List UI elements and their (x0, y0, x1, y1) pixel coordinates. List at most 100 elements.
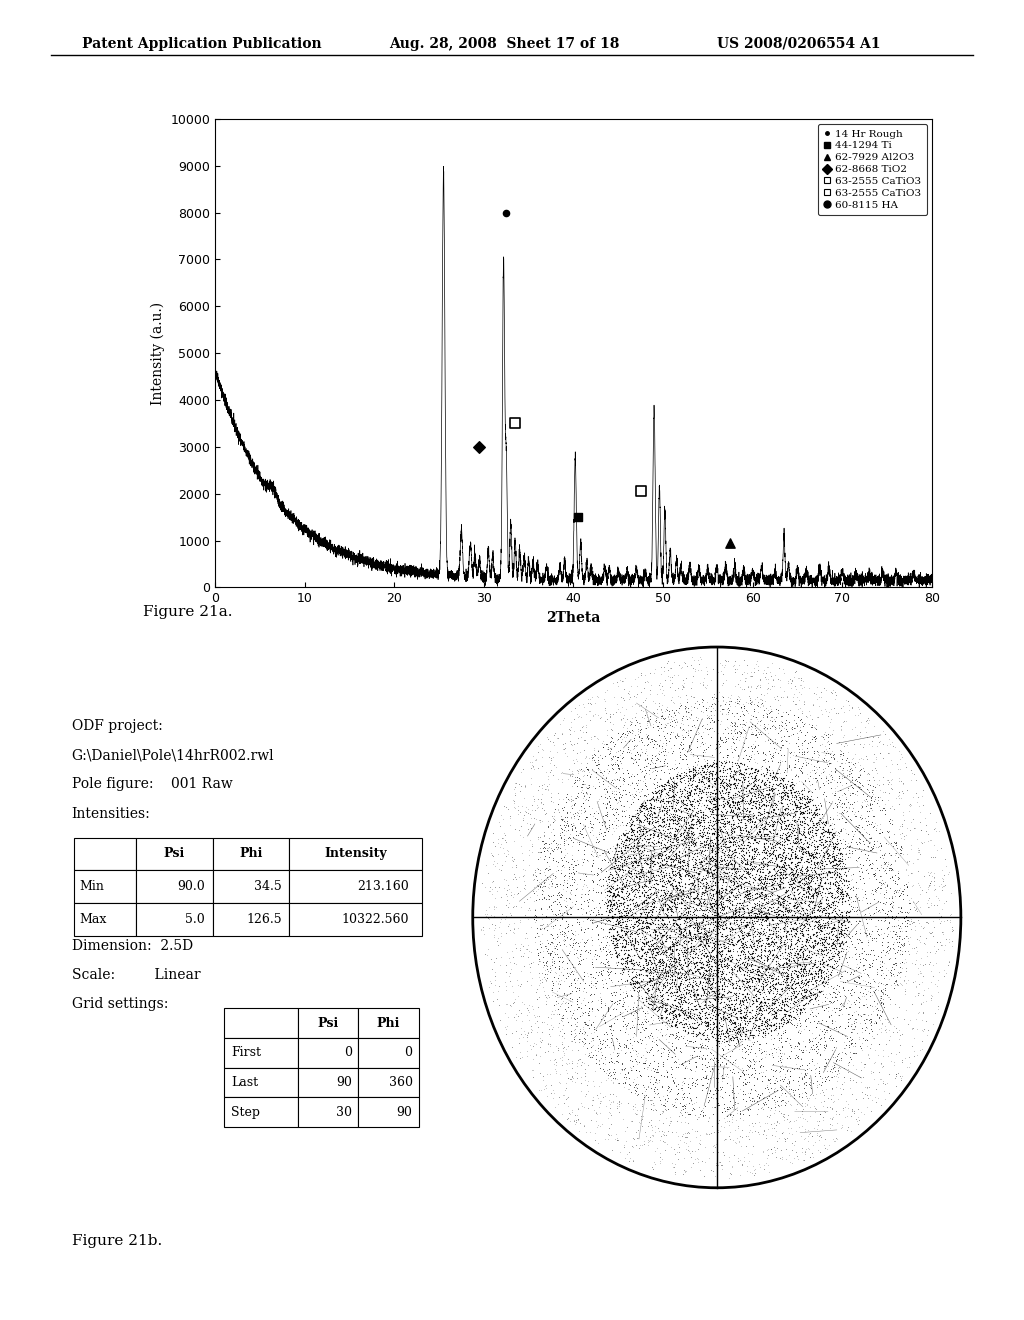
Point (934, 879, 950, 900)
Point (796, 1019, 812, 1040)
Text: ODF project:: ODF project: (72, 719, 163, 734)
Point (711, 837, 727, 858)
Point (756, 825, 772, 846)
Point (643, 1125, 659, 1146)
Point (595, 737, 611, 758)
Point (725, 1094, 741, 1115)
Point (635, 1019, 651, 1040)
Point (608, 942, 625, 964)
Point (831, 850, 848, 871)
Point (815, 816, 831, 837)
Point (763, 665, 779, 686)
Point (657, 788, 674, 809)
Point (681, 916, 697, 937)
Point (628, 772, 644, 793)
Point (794, 1001, 810, 1022)
Point (550, 998, 566, 1019)
Point (639, 983, 655, 1005)
Point (754, 1001, 770, 1022)
Point (629, 1031, 645, 1052)
Point (642, 803, 658, 824)
Point (589, 970, 605, 991)
Point (918, 928, 934, 949)
Point (556, 890, 572, 911)
Point (640, 853, 656, 874)
Point (816, 775, 833, 796)
Point (637, 1047, 653, 1068)
Point (624, 805, 640, 826)
Point (541, 895, 557, 916)
Point (848, 923, 864, 944)
Point (727, 818, 743, 840)
Point (799, 917, 815, 939)
Point (686, 859, 702, 880)
Point (638, 957, 654, 978)
Point (670, 1022, 686, 1043)
Point (542, 944, 558, 965)
Point (823, 777, 840, 799)
Point (540, 884, 556, 906)
Point (717, 871, 733, 892)
Point (487, 896, 504, 917)
Point (715, 813, 731, 834)
Point (639, 744, 655, 766)
Point (626, 862, 642, 883)
Point (752, 722, 768, 743)
Point (800, 752, 816, 774)
Point (733, 1007, 750, 1028)
Point (591, 892, 607, 913)
Point (750, 783, 766, 804)
Point (652, 756, 669, 777)
Point (733, 722, 750, 743)
Point (736, 768, 753, 789)
Point (724, 805, 740, 826)
Point (871, 833, 888, 854)
Point (716, 805, 732, 826)
Point (566, 767, 583, 788)
Point (717, 1023, 733, 1044)
Point (652, 808, 669, 829)
Point (799, 937, 815, 958)
Point (881, 1064, 897, 1085)
Point (882, 812, 898, 833)
Point (748, 779, 764, 800)
Point (723, 928, 739, 949)
Point (696, 890, 713, 911)
Point (698, 862, 715, 883)
Point (713, 853, 729, 874)
Point (776, 781, 793, 803)
Point (803, 826, 819, 847)
Point (807, 830, 823, 851)
Point (722, 830, 738, 851)
Point (622, 900, 638, 921)
Point (721, 693, 737, 714)
Point (770, 722, 786, 743)
Point (708, 1068, 724, 1089)
Point (531, 966, 548, 987)
Point (511, 820, 527, 841)
Point (707, 911, 723, 932)
Point (828, 1045, 845, 1067)
Point (739, 789, 756, 810)
Point (643, 807, 659, 828)
Point (753, 772, 769, 793)
Point (760, 961, 776, 982)
Point (688, 840, 705, 861)
Point (668, 896, 684, 917)
Point (663, 838, 679, 859)
Point (748, 837, 764, 858)
Point (770, 896, 786, 917)
Point (528, 1011, 545, 1032)
Point (588, 755, 604, 776)
Point (744, 785, 761, 807)
Point (816, 1048, 833, 1069)
Point (765, 822, 781, 843)
Point (831, 948, 848, 969)
Point (642, 1060, 658, 1081)
Point (639, 701, 655, 722)
Point (625, 820, 641, 841)
Point (692, 673, 709, 694)
Point (672, 908, 688, 929)
Point (659, 1031, 676, 1052)
Point (485, 896, 502, 917)
